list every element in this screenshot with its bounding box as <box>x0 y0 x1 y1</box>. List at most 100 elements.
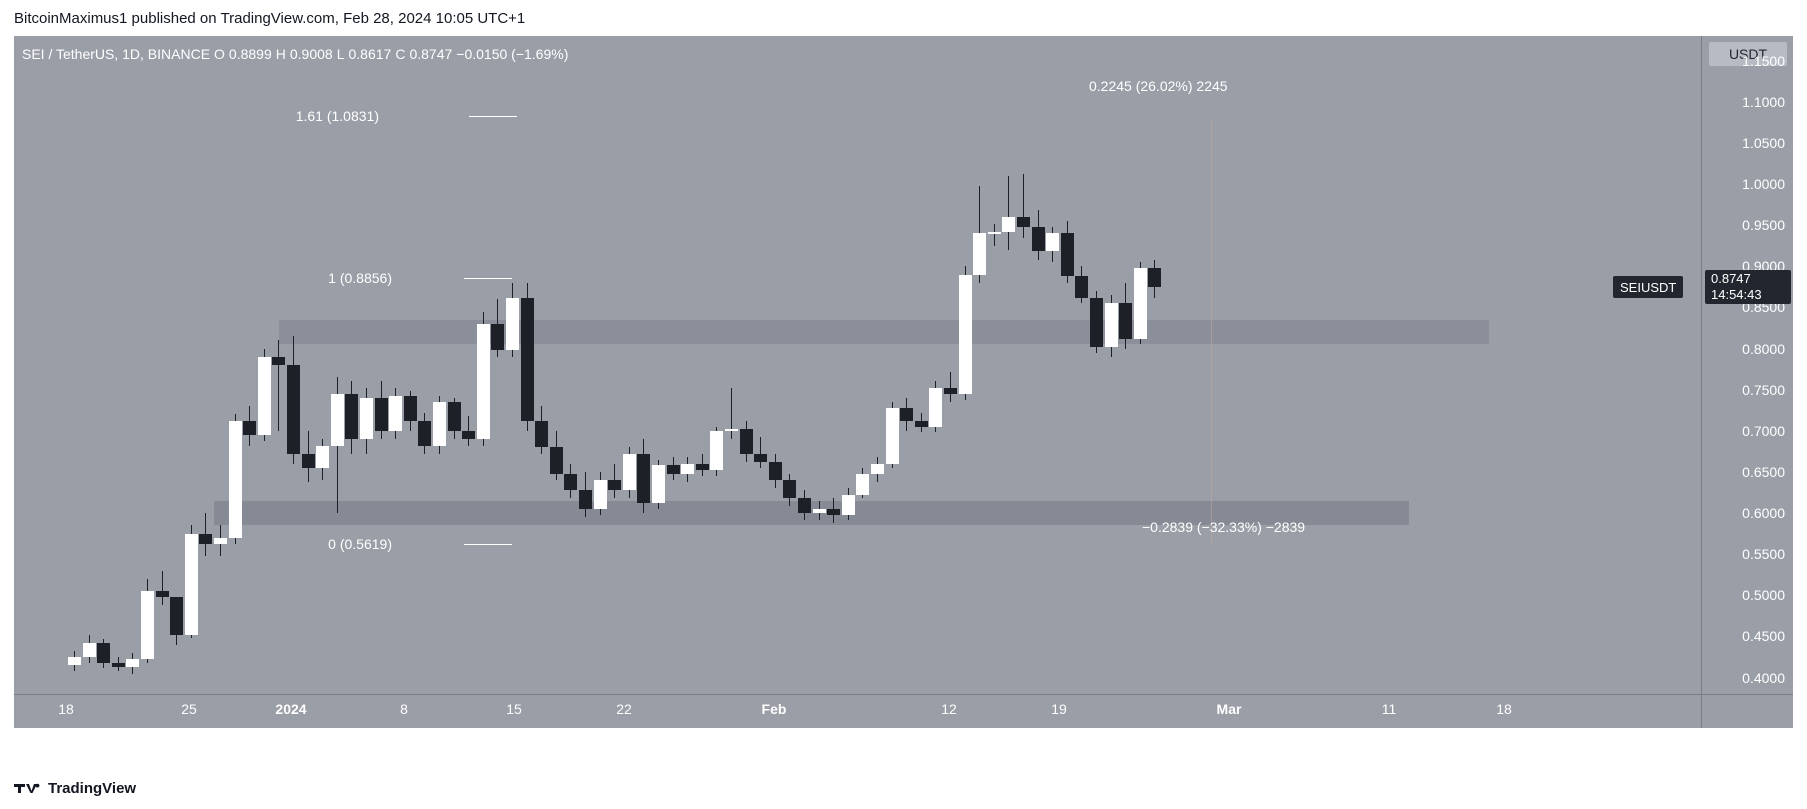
candle-body <box>1134 267 1147 339</box>
candle-body <box>156 591 169 597</box>
candle-body <box>389 396 402 431</box>
candle-body <box>272 356 285 365</box>
legend-change: −0.0150 (−1.69%) <box>456 46 569 62</box>
legend-low-value: 0.8617 <box>348 46 392 62</box>
chart-container[interactable]: 1.61 (1.0831) 1 (0.8856) 0 (0.5619) 0.2245 … <box>14 36 1793 728</box>
candle-body <box>521 297 534 421</box>
candle-body <box>229 420 242 538</box>
candle-wick <box>278 340 279 431</box>
candle-body <box>1105 303 1118 347</box>
chart-legend: SEI / TetherUS, 1D, BINANCE O 0.8899 H 0… <box>22 44 572 64</box>
candle-body <box>68 656 81 666</box>
candle-body <box>448 402 461 431</box>
time-tick: Feb <box>761 701 787 717</box>
price-tick: 0.8000 <box>1742 340 1785 357</box>
candle-body <box>1032 226 1045 252</box>
price-tick: 0.4500 <box>1742 628 1785 645</box>
fib-level-label[interactable]: 1 (0.8856) <box>328 270 392 287</box>
plot-area[interactable]: 1.61 (1.0831) 1 (0.8856) 0 (0.5619) 0.2245 … <box>14 36 1701 694</box>
footer: TradingView <box>14 777 136 799</box>
candle-body <box>608 480 621 490</box>
candle-body <box>170 596 183 635</box>
candle-body <box>696 463 709 471</box>
candle-wick <box>760 437 761 468</box>
candle-body <box>418 420 431 446</box>
candle-wick <box>994 223 995 246</box>
candle-body <box>287 365 300 454</box>
candle-wick <box>950 371 951 402</box>
price-unit-badge[interactable]: USDT <box>1709 42 1787 66</box>
legend-open-label: O <box>214 46 225 62</box>
candle-body <box>462 430 475 440</box>
legend-close-value: 0.8747 <box>409 46 453 62</box>
candle-body <box>535 420 548 448</box>
price-scale[interactable]: USDT 1.1500 1.1000 1.0500 1.0000 0.9500 0.900… <box>1701 36 1793 728</box>
candle-body <box>1090 297 1103 347</box>
candle-body <box>506 297 519 351</box>
price-tick: 1.0500 <box>1742 134 1785 151</box>
candle-body <box>798 498 811 514</box>
candle-body <box>915 420 928 427</box>
candle-wick <box>1023 174 1024 238</box>
candle-body <box>594 480 607 509</box>
time-tick: 22 <box>616 701 632 717</box>
time-tick: 25 <box>181 701 197 717</box>
fib-level-label[interactable]: 0 (0.5619) <box>328 536 392 553</box>
candle-wick <box>731 388 732 439</box>
time-tick: 11 <box>1381 701 1397 717</box>
candle-body <box>944 388 957 394</box>
price-tick: 0.4000 <box>1742 669 1785 686</box>
legend-close-label: C <box>395 46 406 62</box>
time-tick: 18 <box>1496 701 1512 717</box>
candle-body <box>988 231 1001 234</box>
current-price-value: 0.8747 <box>1711 271 1751 287</box>
candle-body <box>842 494 855 515</box>
candle-body <box>126 659 139 667</box>
candle-body <box>477 323 490 440</box>
legend-open-value: 0.8899 <box>228 46 272 62</box>
candle-body <box>754 453 767 463</box>
legend-symbol[interactable]: SEI / TetherUS, 1D, BINANCE <box>22 46 211 62</box>
candle-body <box>360 397 373 440</box>
current-price-time: 14:54:43 <box>1711 287 1762 303</box>
candle-body <box>214 537 227 545</box>
candle-body <box>258 356 271 435</box>
candle-body <box>1002 216 1015 232</box>
price-tick: 0.9500 <box>1742 217 1785 234</box>
candle-body <box>959 274 972 394</box>
publish-header: BitcoinMaximus1 published on TradingView… <box>0 0 1807 36</box>
candle-body <box>769 462 782 481</box>
candle-body <box>331 393 344 446</box>
candle-body <box>886 407 899 464</box>
measure-down-label[interactable]: −0.2839 (−32.33%) −2839 <box>1142 519 1306 536</box>
candle-body <box>243 420 256 435</box>
fib-level-line <box>464 544 512 546</box>
candle-body <box>185 533 198 635</box>
candle-body <box>491 323 504 351</box>
time-tick: 19 <box>1051 701 1067 717</box>
current-symbol-text: SEIUSDT <box>1620 279 1677 295</box>
time-scale[interactable]: 18 25 2024 8 15 22 Feb 12 19 Mar 11 18 <box>14 694 1793 728</box>
price-tick: 0.6000 <box>1742 505 1785 522</box>
candle-body <box>433 402 446 446</box>
price-tick: 0.6500 <box>1742 463 1785 480</box>
supply-zone[interactable] <box>279 319 1489 345</box>
candle-body <box>929 388 942 427</box>
candle-body <box>1046 233 1059 252</box>
time-tick: 8 <box>400 701 408 717</box>
demand-zone[interactable] <box>214 500 1409 526</box>
current-price-tag: 0.8747 14:54:43 <box>1705 270 1791 305</box>
legend-low-label: L <box>336 46 345 62</box>
fib-level-label[interactable]: 1.61 (1.0831) <box>295 107 379 124</box>
measure-up-label[interactable]: 0.2245 (26.02%) 2245 <box>1089 77 1228 94</box>
candle-body <box>1017 216 1030 227</box>
price-tick: 0.5000 <box>1742 587 1785 604</box>
candle-body <box>83 643 96 657</box>
candle-body <box>623 453 636 491</box>
candle-body <box>740 429 753 454</box>
candle-body <box>302 453 315 468</box>
price-tick: 0.5500 <box>1742 546 1785 563</box>
price-tick: 1.1500 <box>1742 52 1785 69</box>
candle-body <box>345 393 358 440</box>
candle-body <box>973 233 986 275</box>
